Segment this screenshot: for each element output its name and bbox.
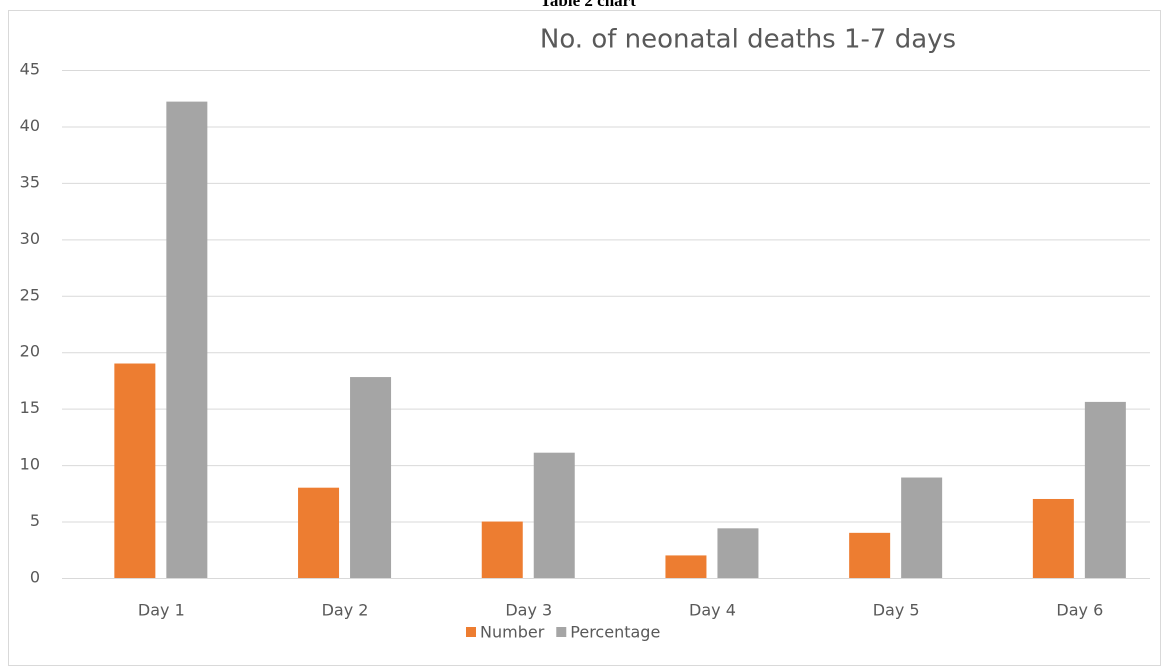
y-tick-label: 35 <box>20 172 40 191</box>
x-tick-label: Day 3 <box>505 601 552 620</box>
y-tick-label: 30 <box>20 229 40 248</box>
bar <box>901 477 943 578</box>
y-tick-label: 25 <box>20 285 40 304</box>
y-tick-label: 20 <box>20 342 40 361</box>
y-tick-label: 45 <box>20 60 40 79</box>
bar <box>350 377 392 578</box>
chart-title: No. of neonatal deaths 1-7 days <box>540 25 956 55</box>
y-tick-label: 10 <box>20 455 40 474</box>
legend-label: Percentage <box>570 623 660 642</box>
x-tick-label: Day 1 <box>138 601 185 620</box>
x-tick-label: Day 6 <box>1056 601 1103 620</box>
y-tick-label: 5 <box>30 511 40 530</box>
x-tick-label: Day 2 <box>322 601 369 620</box>
bar <box>717 528 759 578</box>
bar <box>114 363 156 578</box>
bar <box>1084 401 1126 578</box>
bar <box>481 521 523 578</box>
heading: Table 2 chart <box>540 0 636 10</box>
bar <box>166 101 208 578</box>
bar <box>1032 498 1074 578</box>
legend-swatch <box>466 627 476 637</box>
bar <box>665 555 707 578</box>
legend-label: Number <box>480 623 545 642</box>
bar <box>533 452 575 578</box>
y-tick-label: 0 <box>30 568 40 587</box>
x-tick-label: Day 4 <box>689 601 736 620</box>
y-tick-label: 15 <box>20 398 40 417</box>
bar <box>298 487 340 578</box>
x-tick-label: Day 5 <box>873 601 920 620</box>
bar <box>849 532 891 578</box>
legend-swatch <box>556 627 567 637</box>
y-tick-label: 40 <box>20 116 40 135</box>
